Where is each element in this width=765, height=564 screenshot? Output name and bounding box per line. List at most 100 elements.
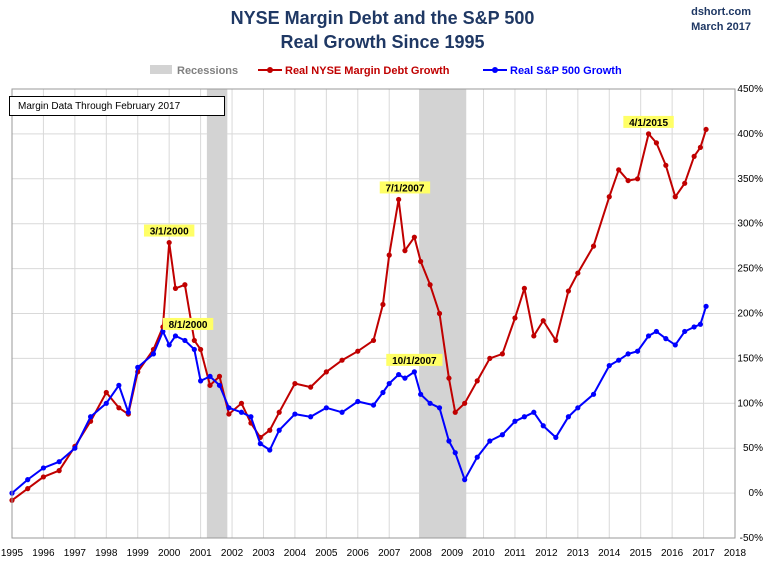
y-tick-label: 300%: [737, 219, 763, 230]
x-tick-label: 2008: [410, 548, 433, 559]
sp500-point: [72, 445, 78, 451]
margin-debt-point: [191, 337, 197, 344]
margin-debt-point: [606, 194, 612, 200]
annotation-box: [143, 224, 195, 237]
sp500-point: [697, 321, 704, 327]
sp500-point: [418, 391, 424, 397]
sp500-point: [166, 342, 172, 348]
y-tick-label: 250%: [737, 264, 763, 275]
x-tick-label: 2005: [315, 548, 338, 559]
x-tick-label: 2006: [347, 548, 370, 559]
margin-debt-point: [40, 474, 47, 480]
annotation-box: [379, 181, 431, 194]
sp500-point: [531, 409, 537, 415]
sp500-point: [25, 477, 31, 483]
legend: Recessions Real NYSE Margin Debt Growth Re…: [150, 65, 622, 77]
annotation-box: [623, 115, 674, 128]
margin-debt-point: [402, 248, 408, 254]
margin-debt-point: [499, 351, 505, 357]
margin-debt-point: [672, 194, 678, 200]
legend-recessions-label: Recessions: [177, 65, 238, 77]
margin-debt-point: [452, 409, 458, 415]
margin-debt-point: [703, 126, 709, 133]
margin-debt-point: [339, 357, 345, 363]
chart-title-line1: NYSE Margin Debt and the S&P 500: [230, 8, 535, 28]
date-label: March 2017: [691, 21, 751, 33]
sp500-point: [634, 348, 641, 354]
sp500-point: [512, 418, 518, 424]
sp500-point: [323, 405, 329, 411]
annotation-box: [386, 353, 443, 366]
legend-recession-swatch: [150, 65, 172, 74]
margin-debt-point: [355, 348, 361, 354]
margin-debt-point: [198, 346, 204, 353]
margin-debt-point: [616, 167, 622, 173]
legend-sp500-label: Real S&P 500 Growth: [510, 65, 622, 77]
sp500-point: [116, 382, 122, 388]
margin-debt-point: [292, 380, 298, 387]
y-tick-label: 200%: [737, 309, 763, 320]
margin-debt-point: [625, 177, 631, 184]
x-tick-label: 1998: [95, 548, 118, 559]
margin-debt-point: [553, 337, 559, 344]
sp500-point: [487, 438, 493, 444]
source-label: dshort.com: [691, 6, 751, 18]
recession-bands: [206, 89, 467, 538]
margin-debt-point: [462, 400, 468, 406]
sp500-point: [103, 400, 109, 406]
sp500-point: [198, 378, 204, 384]
sp500-point: [248, 414, 254, 420]
chart-title-line2: Real Growth Since 1995: [280, 32, 485, 52]
y-tick-label: -50%: [740, 533, 763, 544]
y-tick-label: 100%: [737, 398, 763, 409]
grid-lines: [11, 88, 736, 539]
y-tick-label: 450%: [737, 84, 763, 95]
y-tick-label: 350%: [737, 174, 763, 185]
y-tick-label: 150%: [737, 353, 763, 364]
sp500-point: [267, 447, 273, 453]
margin-debt-point: [56, 468, 62, 474]
x-tick-label: 1997: [64, 548, 87, 559]
margin-debt-point: [411, 234, 417, 240]
sp500-point: [292, 411, 298, 417]
sp500-point: [402, 375, 408, 381]
sp500-point: [160, 328, 166, 335]
sp500-point: [226, 405, 232, 411]
margin-debt-point: [521, 285, 527, 291]
sp500-point: [653, 328, 660, 335]
margin-debt-point: [116, 405, 122, 411]
margin-debt-point: [25, 486, 31, 492]
x-tick-label: 1996: [32, 548, 55, 559]
sp500-point: [625, 351, 631, 357]
sp500-point: [276, 427, 282, 433]
recession-band: [419, 89, 467, 538]
margin-debt-point: [634, 176, 641, 182]
sp500-point: [553, 434, 559, 441]
x-tick-label: 2004: [284, 548, 307, 559]
annotation-group: 3/1/2000 8/1/2000 7/1/2007 10/1/2007 4/1/201…: [143, 115, 674, 367]
margin-debt-point: [238, 400, 245, 406]
annotation-label: 3/1/2000: [150, 227, 189, 238]
margin-debt-point: [575, 270, 581, 276]
sp500-point: [308, 414, 314, 420]
sp500-point: [125, 409, 131, 415]
margin-debt-point: [653, 140, 660, 146]
annotation-label: 7/1/2007: [385, 183, 424, 194]
y-tick-label: 0%: [749, 488, 764, 499]
legend-sp500-marker: [492, 67, 498, 73]
margin-debt-point: [380, 301, 386, 308]
margin-debt-point: [226, 411, 232, 417]
sp500-point: [191, 346, 197, 353]
margin-debt-point: [396, 196, 402, 203]
sp500-point: [386, 380, 392, 387]
x-tick-label: 2011: [504, 548, 526, 559]
margin-debt-point: [540, 318, 546, 324]
margin-debt-point: [590, 243, 597, 249]
x-tick-label: 2017: [692, 548, 715, 559]
sp500-point: [575, 405, 581, 411]
sp500-point: [207, 373, 213, 379]
margin-debt-point: [663, 162, 669, 168]
axes-group: 1995 1996 1997 1998 1999 2000 2001 2002 2003 2004…: [1, 84, 763, 559]
sp500-point: [565, 414, 571, 420]
sp500-point: [590, 391, 597, 397]
